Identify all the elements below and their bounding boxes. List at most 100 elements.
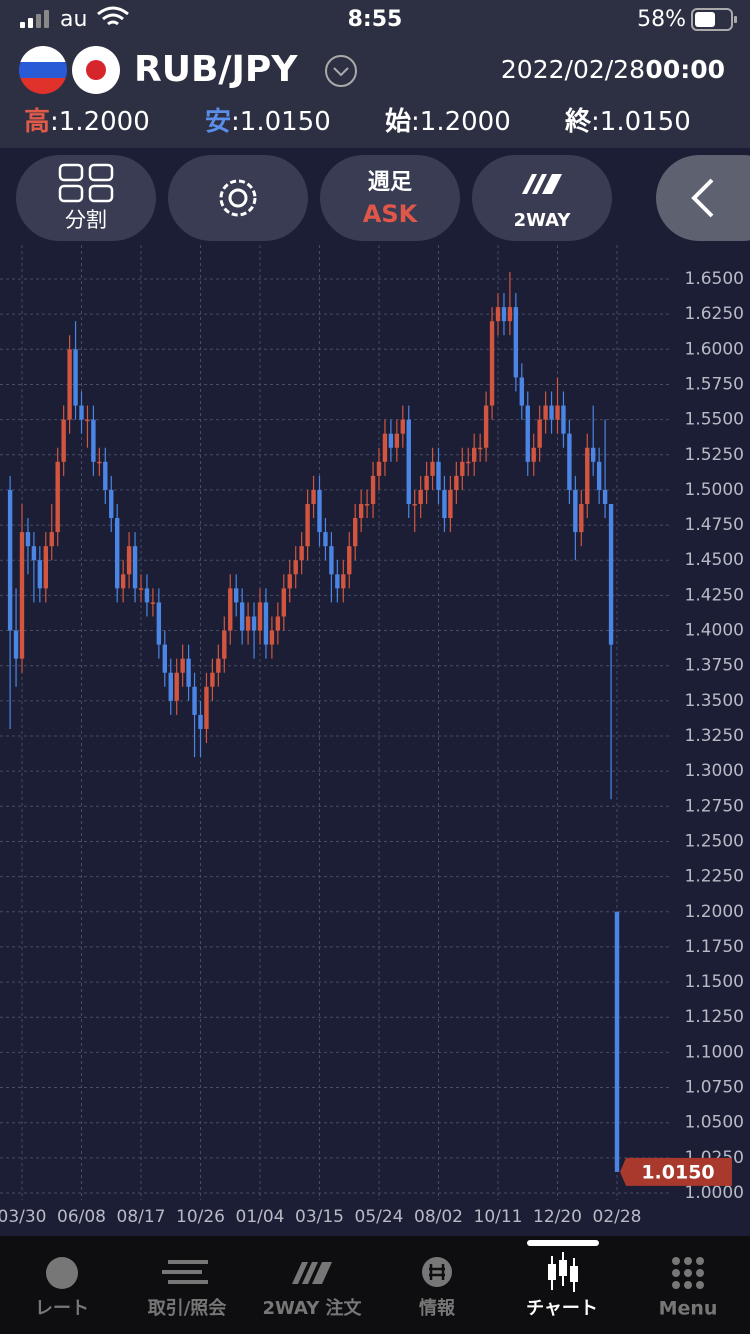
candle-body — [495, 307, 501, 322]
candle-body — [293, 560, 298, 575]
candle-body — [579, 503, 584, 533]
flag-russia — [19, 46, 67, 94]
tab-twoway[interactable]: 2WAY 注文 — [262, 1262, 363, 1319]
candle-body — [204, 686, 209, 729]
candle-body — [567, 433, 572, 490]
period-button[interactable]: 週足 ASK — [320, 155, 460, 241]
candle-body — [483, 405, 489, 448]
candle-body — [263, 602, 269, 645]
candle-body — [424, 475, 429, 490]
last-price-label: 1.0150 — [641, 1161, 714, 1183]
collapse-button[interactable] — [656, 155, 750, 241]
candle-body — [353, 518, 358, 547]
y-tick-label: 1.0500 — [685, 1113, 744, 1133]
y-tick-label: 1.1000 — [685, 1042, 744, 1062]
candle-body — [596, 461, 602, 490]
candle-body — [608, 503, 614, 645]
candle-body — [376, 461, 382, 476]
y-tick-label: 1.3750 — [685, 656, 744, 676]
x-tick-label: 02/28 — [593, 1207, 642, 1227]
split-label: 分割 — [65, 208, 107, 232]
candle-body — [222, 630, 227, 659]
candle-body — [228, 588, 233, 631]
candle-body — [341, 574, 346, 589]
y-tick-label: 1.1750 — [685, 937, 744, 957]
candle-body — [460, 461, 465, 476]
candle-body — [555, 405, 560, 420]
candle-body — [513, 307, 519, 378]
side-label: ASK — [363, 200, 419, 228]
y-tick-label: 1.5250 — [685, 445, 744, 465]
candle-body — [305, 503, 310, 547]
tab-trade[interactable]: 取引/照会 — [148, 1260, 228, 1319]
candle-body — [501, 307, 507, 322]
candle-body — [150, 602, 156, 604]
tab-menu[interactable]: Menu — [659, 1257, 718, 1320]
tab-rate[interactable]: レート — [35, 1257, 89, 1319]
twoway-label: 2WAY — [514, 210, 572, 231]
candle-body — [519, 377, 524, 406]
twoway-button[interactable]: 2WAY — [472, 155, 612, 241]
candle-body — [234, 588, 239, 603]
candle-body — [323, 532, 328, 547]
candle-body — [335, 574, 340, 589]
candle-body — [126, 546, 132, 575]
candle-body — [120, 574, 126, 589]
tab-label: チャート — [526, 1298, 598, 1319]
settings-button[interactable] — [168, 155, 308, 241]
battery-icon — [691, 8, 737, 31]
candle-body — [477, 447, 483, 450]
candle-body — [275, 616, 281, 631]
candle-body — [269, 630, 275, 645]
candle-body — [358, 503, 364, 519]
tab-info[interactable]: 情報 — [419, 1257, 456, 1319]
header-bg — [0, 0, 750, 148]
candle-body — [591, 447, 596, 462]
candle-body — [144, 588, 150, 603]
x-tick-label: 12/20 — [533, 1207, 582, 1227]
x-tick-label: 10/11 — [474, 1207, 523, 1227]
flag-japan-dot — [86, 60, 106, 80]
candle-body — [13, 630, 19, 659]
candle-body — [418, 489, 423, 504]
candle-body — [525, 405, 530, 462]
candle-body — [132, 546, 138, 589]
candle-body — [79, 405, 84, 420]
y-tick-label: 1.2000 — [685, 902, 744, 922]
stat-high: 高:1.2000 — [24, 107, 150, 137]
candle-body — [549, 405, 554, 420]
candle-body — [192, 686, 197, 715]
candle-body — [103, 461, 108, 490]
tab-label: 取引/照会 — [148, 1297, 228, 1319]
y-tick-label: 1.6000 — [685, 339, 744, 359]
tab-label: Menu — [659, 1298, 718, 1320]
tab-chart[interactable]: チャート — [526, 1252, 598, 1319]
candle-body — [400, 419, 405, 434]
candle-body — [394, 433, 400, 448]
pair-dropdown[interactable] — [325, 55, 357, 87]
candle-body — [448, 489, 453, 519]
split-button[interactable]: 分割 — [16, 155, 156, 241]
candle-body — [91, 419, 96, 462]
candle-body — [311, 489, 316, 504]
candle-body — [561, 405, 566, 434]
candle-body — [388, 433, 394, 448]
pair-name[interactable]: RUB/JPY — [134, 49, 298, 90]
candle-body — [364, 503, 370, 506]
candle-body — [329, 546, 334, 575]
battery-text: 58% — [637, 7, 686, 32]
candle-body — [7, 489, 13, 631]
candle-body — [245, 616, 251, 631]
last-price-tag — [620, 1157, 732, 1186]
candle-body — [85, 419, 90, 422]
y-tick-label: 1.2750 — [685, 796, 744, 816]
candle-body — [73, 349, 78, 406]
candle-body — [19, 532, 25, 659]
y-tick-label: 1.0750 — [685, 1078, 744, 1098]
tab-label: 2WAY 注文 — [262, 1297, 362, 1319]
y-tick-label: 1.5750 — [685, 374, 744, 394]
tab-label: レート — [35, 1298, 89, 1319]
y-tick-label: 1.1250 — [685, 1007, 744, 1027]
candle-body — [454, 475, 459, 490]
